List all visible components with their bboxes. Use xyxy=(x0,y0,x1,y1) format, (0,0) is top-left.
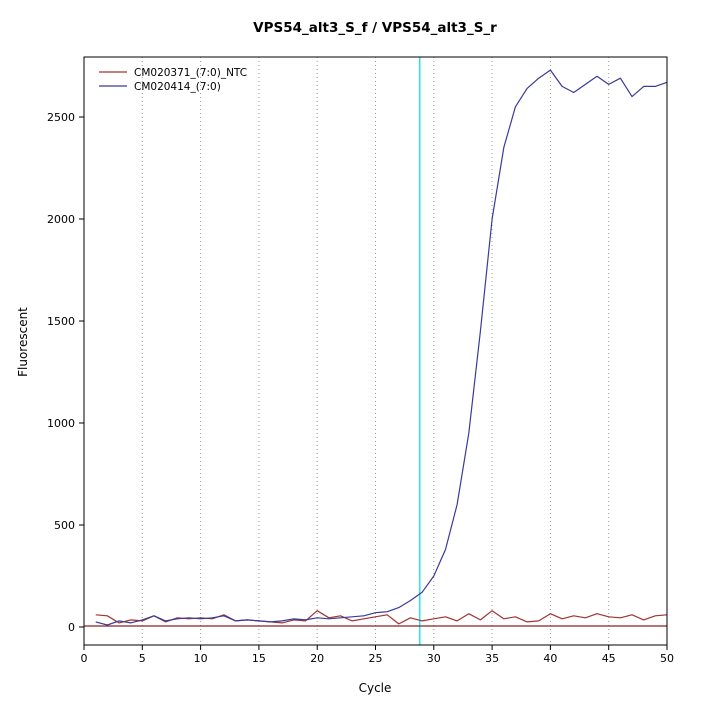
chart-title: VPS54_alt3_S_f / VPS54_alt3_S_r xyxy=(253,20,497,36)
y-tick-label: 2500 xyxy=(47,111,75,124)
y-tick-label: 0 xyxy=(68,621,75,634)
x-tick-label: 35 xyxy=(485,652,499,665)
legend: CM020371_(7:0)_NTC CM020414_(7:0) xyxy=(99,67,247,93)
y-tick-label: 500 xyxy=(54,519,75,532)
y-tick-label: 1500 xyxy=(47,315,75,328)
y-tick-label: 1000 xyxy=(47,417,75,430)
x-tick-label: 30 xyxy=(427,652,441,665)
plot-gridlines xyxy=(83,57,668,645)
x-tick-label: 25 xyxy=(369,652,383,665)
x-axis-label: Cycle xyxy=(359,681,392,695)
series-lines xyxy=(95,69,668,626)
x-tick-label: 50 xyxy=(660,652,674,665)
x-axis: 0 5 10 15 20 25 30 35 40 45 50 xyxy=(81,645,674,665)
x-tick-label: 40 xyxy=(543,652,557,665)
y-tick-label: 2000 xyxy=(47,213,75,226)
series-sample-line xyxy=(95,69,668,626)
legend-label-ntc: CM020371_(7:0)_NTC xyxy=(134,67,247,79)
x-tick-label: 45 xyxy=(602,652,616,665)
x-tick-label: 20 xyxy=(310,652,324,665)
x-tick-label: 5 xyxy=(139,652,146,665)
x-tick-label: 10 xyxy=(194,652,208,665)
y-axis-label: Fluorescent xyxy=(16,307,30,377)
series-ntc-line xyxy=(95,610,668,625)
legend-label-sample: CM020414_(7:0) xyxy=(134,81,221,93)
x-tick-label: 0 xyxy=(81,652,88,665)
x-tick-label: 15 xyxy=(252,652,266,665)
y-axis: 0 500 1000 1500 2000 2500 xyxy=(47,111,84,634)
